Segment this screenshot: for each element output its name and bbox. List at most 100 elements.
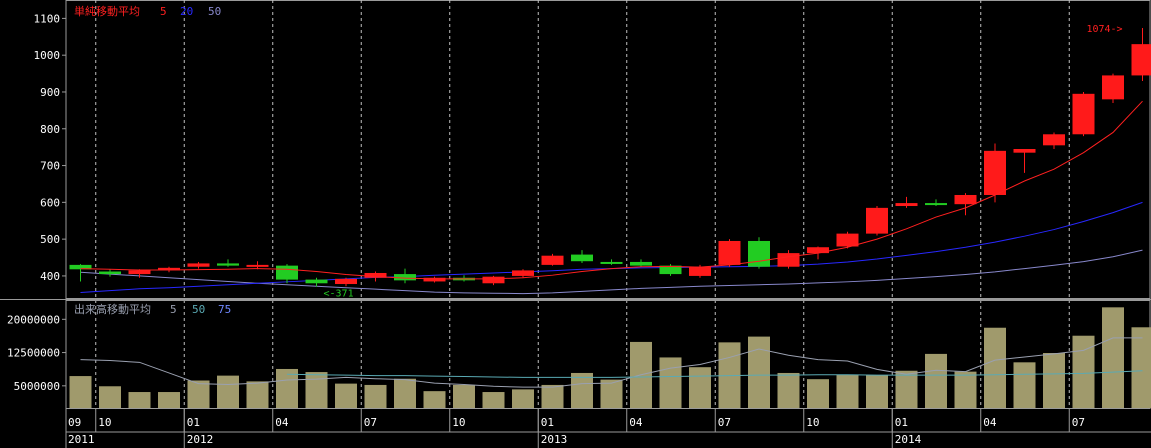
year-label: 2011: [68, 433, 95, 446]
volume-bar: [984, 327, 1006, 408]
candle-body: [158, 267, 180, 271]
volume-bar: [187, 380, 210, 408]
month-label: 04: [983, 416, 997, 429]
vol-ma5-line: [80, 337, 1143, 388]
volume-ytick-label: 20000000: [7, 313, 60, 326]
price-frame: [65, 0, 1151, 299]
volume-bar: [99, 386, 121, 408]
candle-body: [394, 274, 416, 281]
volume-bar: [659, 357, 682, 408]
volume-bar: [777, 372, 800, 408]
volume-bar: [335, 383, 357, 408]
x-axis: 09 10 01 04 07 10 01 04 07 10 01 04 07 2011 2012 2013 20…: [65, 408, 1151, 448]
volume-legend-ma5: 5: [170, 303, 177, 316]
price-annotation: 1074->: [1086, 24, 1122, 35]
volume-bar: [423, 391, 446, 408]
month-label: 07: [718, 416, 731, 429]
volume-bar: [836, 374, 859, 408]
price-ytick-label: 1100: [34, 12, 61, 25]
candle-body: [69, 264, 92, 270]
candle-body: [512, 270, 534, 276]
volume-bar: [1131, 327, 1151, 408]
volume-bar: [748, 336, 770, 408]
price-ytick-label: 1000: [34, 49, 61, 62]
price-ytick-label: 600: [40, 196, 60, 209]
month-label: 10: [452, 416, 465, 429]
candle-body: [630, 261, 652, 266]
candle-body: [659, 265, 682, 275]
price-ytick-label: 500: [40, 233, 60, 246]
candle-body: [1102, 75, 1124, 100]
volume-bar: [600, 379, 623, 408]
candle-body: [777, 253, 800, 267]
candle-body: [364, 272, 387, 278]
ma50-line: [80, 249, 1143, 295]
month-label: 01: [541, 416, 554, 429]
price-ytick-label: 800: [40, 123, 60, 136]
month-label: 01: [187, 416, 200, 429]
volume-bar: [453, 384, 475, 408]
volume-bar: [1043, 353, 1065, 408]
year-label: 2014: [895, 433, 922, 446]
candle-body: [807, 247, 829, 254]
volume-bar: [925, 353, 947, 408]
candle-body: [246, 264, 269, 267]
price-legend-ma5: 5: [160, 5, 167, 18]
candle-body: [954, 194, 977, 205]
ma5-line: [80, 100, 1143, 280]
month-label: 10: [98, 416, 111, 429]
volume-bar: [689, 367, 711, 408]
candle-body: [925, 203, 947, 206]
candle-body: [423, 277, 446, 282]
volume-bar: [69, 376, 92, 408]
volume-bar: [276, 368, 298, 408]
volume-ytick-label: 12500000: [7, 347, 60, 360]
candle-body: [305, 279, 328, 284]
month-label: 04: [629, 416, 643, 429]
candle-body: [836, 233, 859, 247]
volume-bar: [128, 392, 151, 408]
volume-bar: [807, 379, 829, 408]
volume-legend-ma50: 50: [192, 303, 205, 316]
month-label: 04: [275, 416, 289, 429]
volume-bar: [246, 381, 269, 408]
volume-bar: [482, 392, 505, 408]
candle-body: [541, 255, 564, 265]
candle-body: [689, 266, 711, 276]
year-label: 2012: [187, 433, 214, 446]
candle-body: [866, 207, 888, 234]
month-label: 01: [895, 416, 908, 429]
volume-bar: [541, 384, 564, 408]
legends: 単純移動平均 5 20 50 出来高移動平均 5 50 75: [74, 4, 231, 316]
volume-panel: 5000000 12500000 20000000: [0, 299, 1151, 409]
volume-bar: [1013, 362, 1036, 408]
price-legend-title: 単純移動平均: [74, 4, 140, 18]
candle-body: [335, 278, 357, 285]
candle-body: [1043, 134, 1065, 146]
volume-bar: [158, 392, 180, 408]
price-panel: 400 500 600 700 800 900 1000 1100 1074-> <-371: [34, 0, 1151, 408]
price-legend-ma50: 50: [208, 5, 221, 18]
volume-bar: [895, 370, 918, 408]
year-label: 2013: [541, 433, 568, 446]
candle-body: [276, 265, 298, 280]
volume-ytick-label: 5000000: [14, 380, 60, 393]
candle-body: [718, 240, 741, 265]
vol-ma50-line: [286, 370, 1143, 378]
candle-body: [1131, 44, 1151, 76]
volume-bar: [305, 372, 328, 408]
candle-body: [482, 276, 505, 284]
candle-body: [128, 270, 151, 275]
volume-bar: [1072, 335, 1095, 408]
candle-body: [984, 150, 1006, 195]
volume-bar: [954, 371, 977, 408]
ma20-line: [80, 201, 1143, 293]
price-legend-ma20: 20: [180, 5, 193, 18]
volume-bar: [1102, 307, 1124, 408]
price-annotation: <-371: [324, 289, 354, 300]
volume-bar: [866, 375, 888, 408]
volume-bar: [512, 389, 534, 408]
price-ytick-label: 900: [40, 86, 60, 99]
candle-body: [99, 271, 121, 275]
